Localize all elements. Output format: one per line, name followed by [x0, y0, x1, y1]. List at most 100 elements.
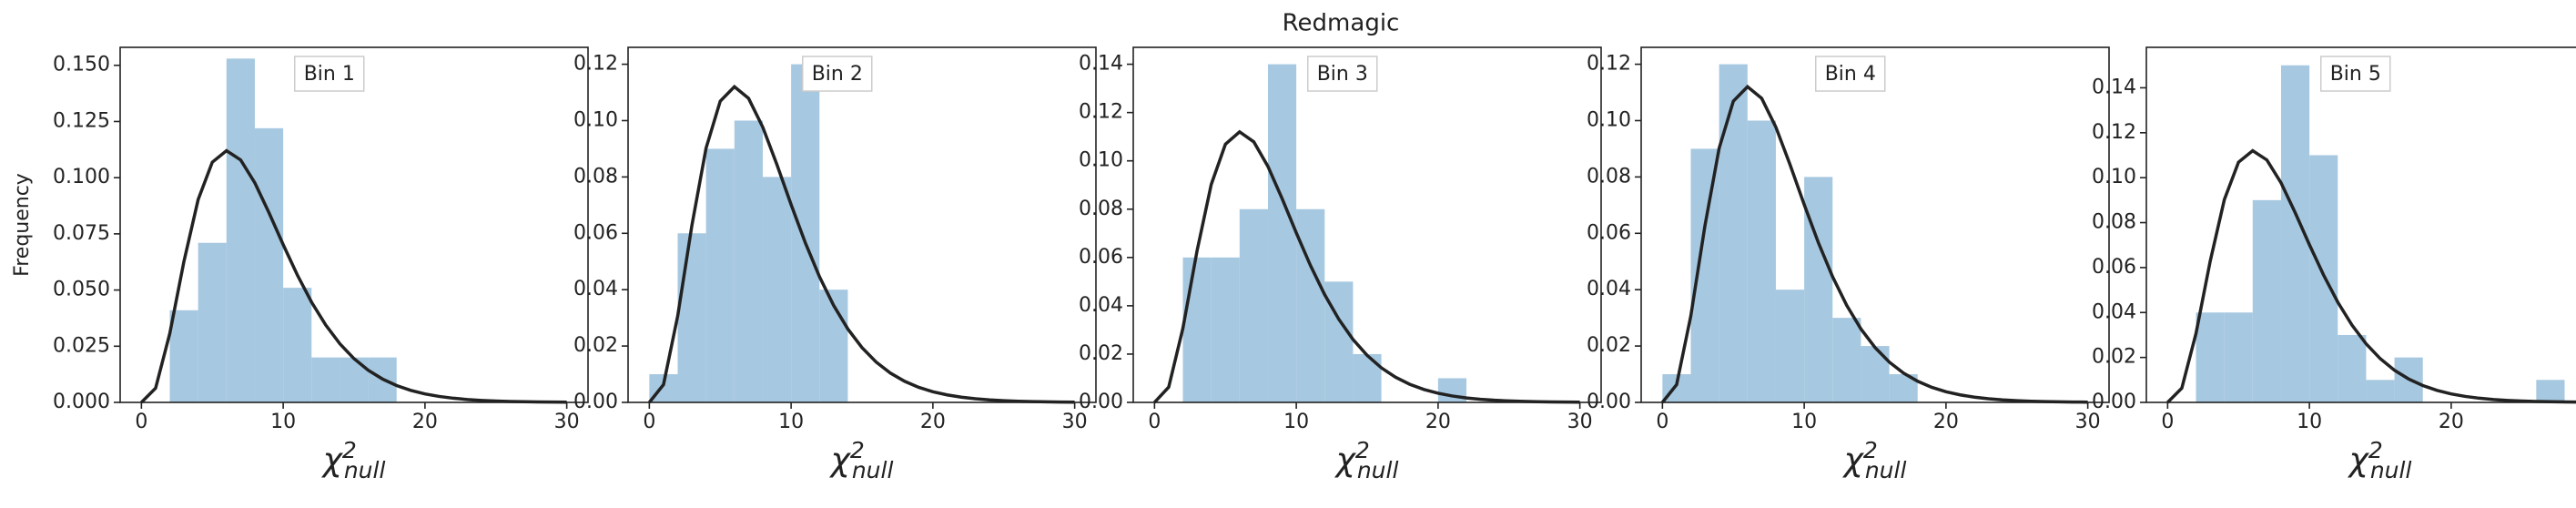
- y-tick-label: 0.00: [2092, 391, 2136, 413]
- y-tick-label: 0.06: [573, 221, 618, 244]
- panel: 0.000 0.025 0.050 0.075 0.100 0.125 0.150 0 10 20…: [11, 46, 589, 483]
- y-tick-label: 0.02: [1079, 342, 1123, 365]
- y-tick-label: 0.12: [1587, 53, 1631, 76]
- legend-label: Bin 2: [812, 63, 863, 86]
- y-tick-label: 0.02: [573, 334, 618, 357]
- x-tick-label: 0: [2161, 411, 2174, 433]
- x-label-superscript: 2: [342, 437, 357, 463]
- x-axis-label: χ2 null: [1842, 437, 1907, 483]
- y-tick-label: 0.04: [2092, 300, 2136, 323]
- y-tick-label: 0.06: [2092, 256, 2136, 279]
- bar: [2309, 155, 2338, 402]
- bar: [1353, 353, 1382, 402]
- legend-box: [2320, 56, 2391, 92]
- x-label-superscript: 2: [1355, 437, 1370, 463]
- x-tick-label: 30: [554, 411, 580, 433]
- x-tick-label: 30: [1062, 411, 1088, 433]
- bar: [2366, 380, 2395, 402]
- bar: [791, 64, 820, 403]
- bar: [1719, 64, 1748, 403]
- y-tick-label: 0.00: [1587, 391, 1631, 413]
- bar: [1804, 177, 1833, 402]
- x-tick-label: 30: [1567, 411, 1593, 433]
- y-tick-label: 0.08: [573, 165, 618, 188]
- bar: [2196, 312, 2225, 402]
- x-label-subscript: null: [1865, 457, 1907, 483]
- y-tick-label: 0.04: [1587, 278, 1631, 300]
- y-tick-label: 0.12: [573, 53, 618, 76]
- y-tick-label: 0.050: [53, 279, 110, 301]
- bar: [1690, 148, 1719, 402]
- x-label-superscript: 2: [2368, 437, 2383, 463]
- y-tick-label: 0.02: [1587, 334, 1631, 357]
- bar: [762, 177, 792, 402]
- y-tick-label: 0.00: [573, 391, 618, 413]
- density-curve: [2166, 148, 2576, 404]
- axes-frame: [119, 46, 589, 403]
- y-tick-label: 0.08: [2092, 211, 2136, 234]
- bar: [198, 242, 227, 402]
- panel: 0.00 0.02 0.04 0.06 0.08 0.10 0.12 0 10 20 30 Bin 2…: [573, 46, 1097, 483]
- axes-frame: [2145, 46, 2576, 403]
- y-axis-label: Frequency: [11, 173, 34, 277]
- y-tick-label: 0.100: [53, 166, 110, 188]
- legend-box: [1307, 56, 1378, 92]
- y-tick-label: 0.14: [2092, 76, 2136, 98]
- bar: [677, 233, 706, 402]
- x-label-subscript: null: [852, 457, 894, 483]
- bar: [2224, 312, 2253, 402]
- panel: 0.000.020.040.060.080.100.120.140102030B…: [2092, 46, 2576, 483]
- bar: [226, 58, 255, 403]
- y-tick-label: 0.04: [573, 278, 618, 300]
- legend-box: [1815, 56, 1886, 92]
- bar: [1861, 346, 1890, 402]
- x-tick-label: 10: [778, 411, 804, 433]
- density-curve: [1660, 84, 2088, 404]
- legend-box: [294, 56, 365, 92]
- legend-label: Bin 3: [1317, 63, 1368, 86]
- y-tick-label: 0.06: [1587, 221, 1631, 244]
- y-tick-label: 0.00: [1079, 391, 1123, 413]
- figure-title: Redmagic: [1283, 10, 1400, 37]
- bar: [2536, 380, 2565, 402]
- legend-label: Bin 5: [2330, 63, 2381, 86]
- y-tick-label: 0.06: [1079, 246, 1123, 269]
- y-tick-label: 0.125: [53, 109, 110, 132]
- density-curve: [140, 148, 567, 404]
- bar: [2338, 334, 2367, 402]
- density-curve: [1153, 129, 1580, 404]
- bar: [2252, 199, 2281, 402]
- x-tick-label: 10: [1283, 411, 1309, 433]
- x-label-symbol: χ: [1842, 442, 1865, 479]
- axes-frame: [1640, 46, 2110, 403]
- bar: [169, 310, 198, 402]
- bar: [1267, 64, 1297, 403]
- bar: [705, 148, 735, 402]
- x-label-symbol: χ: [1334, 442, 1357, 479]
- x-axis-label: χ2 null: [321, 437, 386, 483]
- y-tick-label: 0.000: [53, 391, 110, 413]
- y-tick-label: 0.10: [573, 108, 618, 131]
- bar: [1747, 120, 1776, 402]
- x-tick-label: 20: [1933, 411, 1959, 433]
- y-tick-label: 0.10: [1079, 149, 1123, 172]
- y-tick-label: 0.075: [53, 222, 110, 245]
- axes-frame: [1132, 46, 1602, 403]
- x-tick-label: 0: [1148, 411, 1161, 433]
- y-tick-label: 0.10: [2092, 166, 2136, 188]
- bar: [311, 357, 340, 402]
- panel: 0.00 0.02 0.04 0.06 0.08 0.10 0.12 0 10 20 30 Bin 4…: [1587, 46, 2110, 483]
- x-label-subscript: null: [1357, 457, 1399, 483]
- x-axis-label: χ2 null: [2348, 437, 2412, 483]
- x-tick-label: 10: [270, 411, 296, 433]
- y-tick-label: 0.150: [53, 54, 110, 76]
- bar: [1775, 290, 1805, 402]
- bar: [1296, 208, 1325, 402]
- bar: [1832, 318, 1861, 402]
- x-tick-label: 20: [920, 411, 946, 433]
- bar: [734, 120, 763, 402]
- x-tick-label: 0: [643, 411, 655, 433]
- y-tick-label: 0.08: [1587, 165, 1631, 188]
